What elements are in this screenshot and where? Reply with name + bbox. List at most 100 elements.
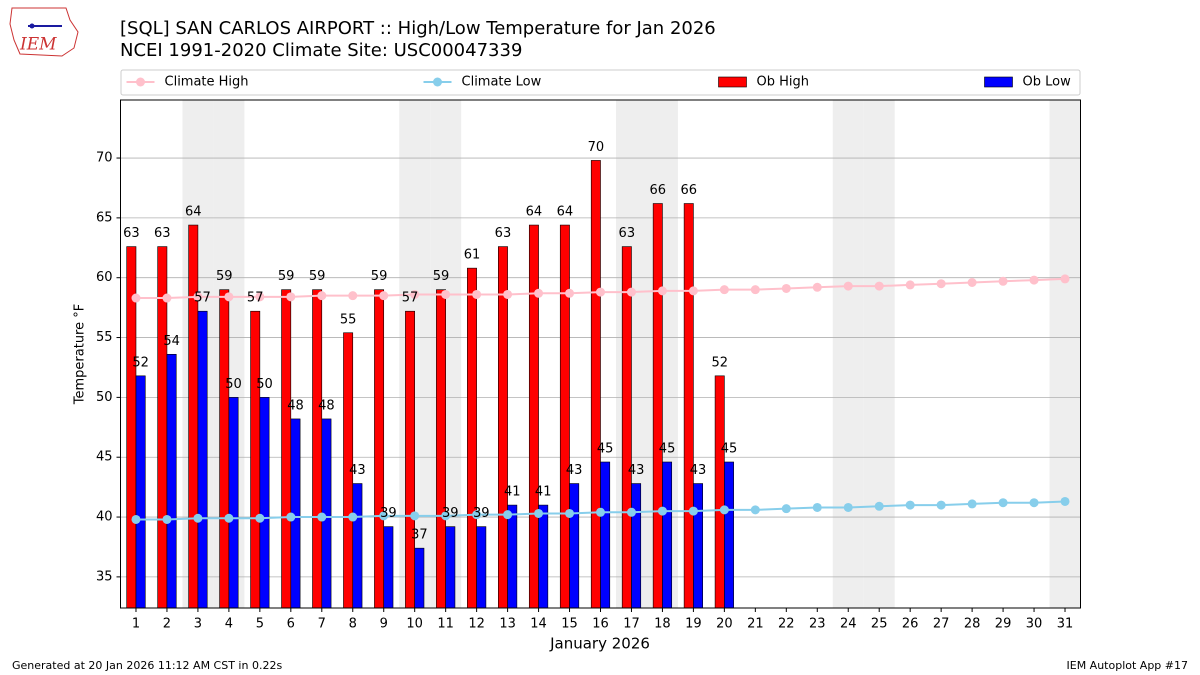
line-marker xyxy=(317,291,327,301)
logo-outline xyxy=(9,7,79,57)
line-marker xyxy=(781,283,791,293)
data-label: 59 xyxy=(278,269,295,284)
bar xyxy=(312,289,323,609)
x-tick-label: 20 xyxy=(716,617,733,632)
x-tick-label: 24 xyxy=(840,617,857,632)
line-marker xyxy=(193,292,203,302)
line-marker xyxy=(348,512,358,522)
data-label: 63 xyxy=(619,226,636,241)
line-marker xyxy=(936,500,946,510)
line-marker xyxy=(967,499,977,509)
data-label: 48 xyxy=(318,398,335,413)
bar xyxy=(436,289,446,609)
data-label: 63 xyxy=(123,226,140,241)
x-tick-label: 10 xyxy=(406,617,423,632)
data-label: 45 xyxy=(659,442,676,457)
line-marker xyxy=(750,505,760,515)
data-label: 48 xyxy=(287,398,304,413)
chart-subtitle: NCEI 1991-2020 Climate Site: USC00047339 xyxy=(120,40,522,61)
data-label: 59 xyxy=(309,269,326,284)
data-label: 43 xyxy=(628,463,645,478)
y-tick-label: 50 xyxy=(96,390,113,405)
bar xyxy=(693,483,703,609)
legend-swatch xyxy=(136,77,145,87)
bar xyxy=(166,353,177,609)
data-label: 43 xyxy=(690,463,707,478)
data-label: 43 xyxy=(349,463,366,478)
data-label: 70 xyxy=(588,140,605,155)
data-label: 64 xyxy=(526,205,543,220)
legend-box xyxy=(120,69,1081,96)
x-tick-label: 30 xyxy=(1026,617,1043,632)
line-marker xyxy=(998,498,1008,508)
data-label: 41 xyxy=(504,485,521,500)
line-marker xyxy=(410,511,420,521)
line-marker xyxy=(348,291,358,301)
line-marker xyxy=(874,281,884,291)
data-label: 59 xyxy=(371,269,388,284)
data-label: 41 xyxy=(535,485,552,500)
line-marker xyxy=(750,285,760,295)
bar xyxy=(259,397,270,609)
x-tick-label: 3 xyxy=(194,617,202,632)
footer-left: Generated at 20 Jan 2026 11:12 AM CST in… xyxy=(12,659,282,672)
legend-swatch xyxy=(433,77,442,87)
data-label: 39 xyxy=(442,506,459,521)
line-marker xyxy=(967,277,977,287)
x-tick-label: 2 xyxy=(163,617,171,632)
x-axis-label: January 2026 xyxy=(549,635,650,653)
bar xyxy=(197,310,208,609)
data-label: 61 xyxy=(464,248,481,263)
bar xyxy=(507,504,518,609)
line-marker xyxy=(503,510,513,520)
x-tick-label: 11 xyxy=(437,617,454,632)
line-marker xyxy=(843,502,853,512)
data-label: 64 xyxy=(185,205,202,220)
line-marker xyxy=(657,506,667,516)
bar xyxy=(250,310,261,609)
line-marker xyxy=(317,512,327,522)
x-tick-label: 23 xyxy=(809,617,826,632)
y-tick-label: 70 xyxy=(96,151,113,166)
data-label: 50 xyxy=(256,377,273,392)
bar xyxy=(569,483,580,609)
plot-frame xyxy=(120,99,1081,609)
bar xyxy=(188,224,199,609)
data-label: 59 xyxy=(433,269,450,284)
bar xyxy=(476,526,487,609)
bar xyxy=(724,461,734,609)
bar xyxy=(467,267,477,609)
x-tick-label: 22 xyxy=(778,617,795,632)
bar xyxy=(352,483,363,609)
bar xyxy=(714,375,725,609)
bar xyxy=(559,224,570,609)
shade-band xyxy=(832,100,864,608)
x-tick-label: 21 xyxy=(747,617,764,632)
line-marker xyxy=(1060,274,1070,284)
data-label: 63 xyxy=(154,226,171,241)
data-label: 39 xyxy=(473,506,490,521)
legend-label: Ob Low xyxy=(1023,75,1072,90)
y-tick-label: 55 xyxy=(96,330,113,345)
data-label: 57 xyxy=(402,291,419,306)
line-marker xyxy=(565,288,575,298)
line-marker xyxy=(688,506,698,516)
bar xyxy=(383,526,394,609)
x-tick-label: 7 xyxy=(318,617,326,632)
line-marker xyxy=(193,513,203,523)
line-marker xyxy=(1060,496,1070,506)
line-marker xyxy=(503,289,513,299)
x-tick-label: 15 xyxy=(561,617,578,632)
x-tick-label: 27 xyxy=(933,617,950,632)
x-tick-label: 25 xyxy=(871,617,888,632)
data-label: 59 xyxy=(216,269,233,284)
bar xyxy=(590,160,601,609)
legend-label: Climate Low xyxy=(462,75,542,90)
bar xyxy=(135,375,146,609)
data-label: 57 xyxy=(247,291,264,306)
line-marker xyxy=(626,287,636,297)
line-marker xyxy=(905,500,915,510)
logo: IEM xyxy=(9,7,79,57)
line-marker xyxy=(905,280,915,290)
x-tick-label: 1 xyxy=(132,617,140,632)
